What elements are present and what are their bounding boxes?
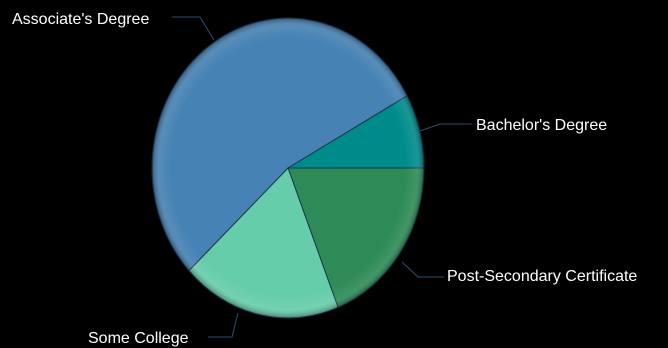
- slice-label-post-secondary-certificate: Post-Secondary Certificate: [447, 268, 637, 285]
- leader-lines: [172, 16, 472, 338]
- pie-slices: [151, 17, 425, 319]
- slice-label-associates-degree: Associate's Degree: [12, 11, 149, 28]
- slice-label-bachelors-degree: Bachelor's Degree: [476, 117, 607, 134]
- slice-label-some-college: Some College: [88, 330, 189, 347]
- leader-line: [208, 312, 239, 338]
- leader-line: [172, 16, 215, 41]
- leader-line: [401, 261, 444, 278]
- leader-line: [419, 123, 472, 132]
